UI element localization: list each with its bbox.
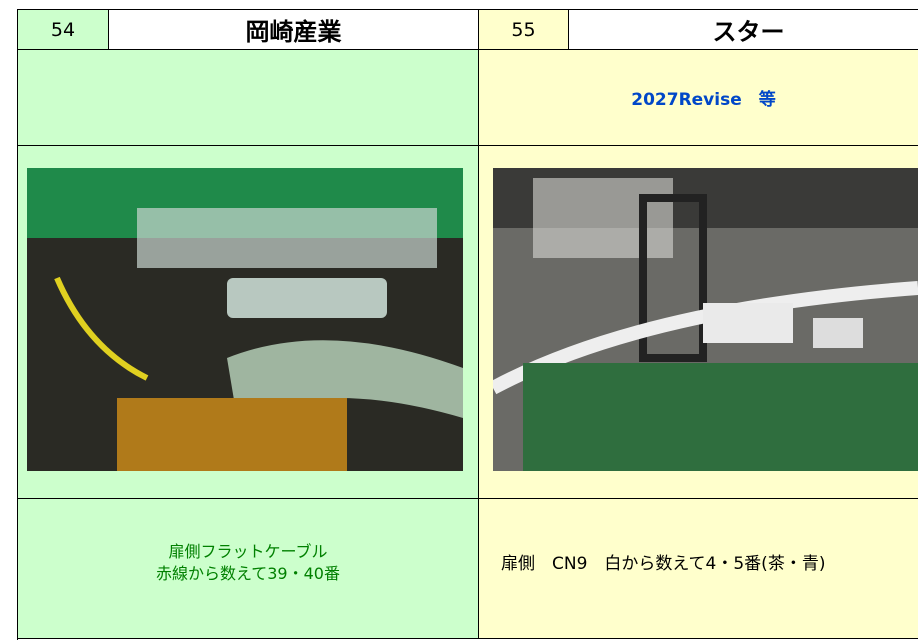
number: 54: [50, 18, 76, 41]
caption: 扉側 CN9 白から数えて4・5番(茶・青): [501, 554, 826, 574]
maker: スター: [712, 18, 785, 46]
maker-cell: スター: [569, 9, 918, 50]
number: 55: [511, 18, 536, 41]
maker: 岡崎産業: [245, 18, 342, 46]
caption-cell: 扉側 CN9 白から数えて4・5番(茶・青): [479, 499, 918, 639]
note-cell: [17, 50, 479, 146]
note-cell: 2027Revise 等: [479, 50, 918, 146]
caption-line: 赤線から数えて39・40番: [156, 563, 340, 583]
note: 2027Revise 等: [631, 90, 776, 110]
photo: [493, 168, 918, 471]
photo: [27, 168, 463, 471]
caption-line: 扉側フラットケーブル: [168, 541, 328, 561]
number-cell: 55: [479, 9, 569, 50]
number-cell: 54: [17, 9, 109, 50]
caption-cell: 扉側フラットケーブル 赤線から数えて39・40番: [17, 499, 479, 639]
maker-cell: 岡崎産業: [109, 9, 479, 50]
